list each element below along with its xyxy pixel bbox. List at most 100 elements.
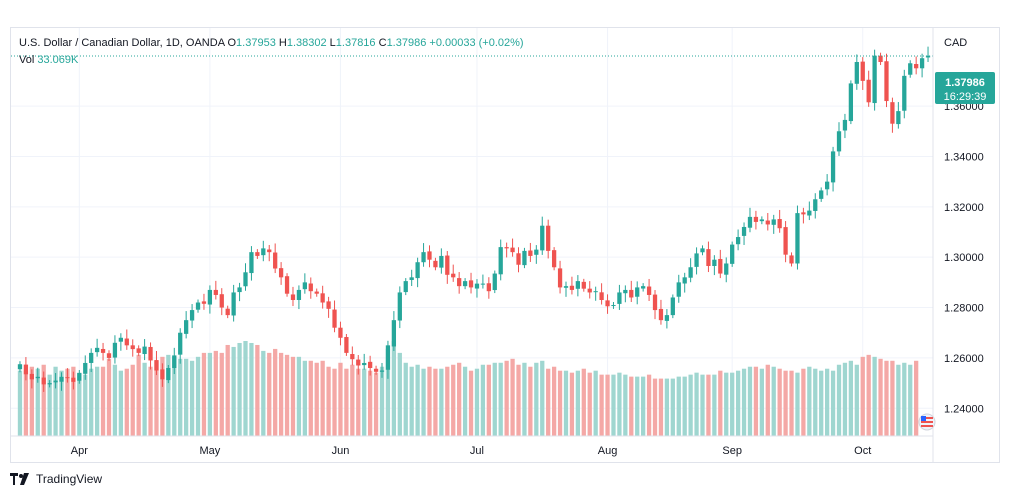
- candle[interactable]: [486, 277, 491, 299]
- candle[interactable]: [919, 53, 925, 78]
- candle[interactable]: [652, 290, 658, 320]
- candle[interactable]: [771, 214, 776, 234]
- candle[interactable]: [94, 338, 100, 357]
- candle[interactable]: [468, 272, 474, 294]
- candle[interactable]: [605, 294, 610, 314]
- candle[interactable]: [670, 294, 675, 319]
- candle[interactable]: [29, 369, 34, 389]
- candle[interactable]: [646, 278, 652, 302]
- candle[interactable]: [581, 278, 586, 292]
- candle[interactable]: [813, 193, 818, 219]
- chart-frame[interactable]: 1.24000 1.26000 1.28000 1.30000 1.32000 1.340…: [10, 27, 1000, 463]
- candle[interactable]: [593, 286, 598, 301]
- candle[interactable]: [338, 321, 343, 346]
- candle[interactable]: [641, 283, 646, 292]
- candle[interactable]: [546, 219, 551, 259]
- candle[interactable]: [872, 49, 877, 111]
- candle[interactable]: [528, 242, 533, 262]
- candle[interactable]: [635, 281, 640, 305]
- candle[interactable]: [747, 207, 753, 233]
- candle[interactable]: [842, 113, 848, 139]
- candle[interactable]: [836, 122, 842, 156]
- candle[interactable]: [332, 300, 337, 333]
- candle[interactable]: [166, 364, 171, 384]
- candle[interactable]: [522, 247, 527, 269]
- price-chart[interactable]: 1.24000 1.26000 1.28000 1.30000 1.32000 1.340…: [11, 28, 999, 462]
- candle[interactable]: [664, 309, 670, 329]
- candle[interactable]: [741, 222, 747, 245]
- candle[interactable]: [504, 242, 509, 258]
- candle[interactable]: [391, 311, 397, 351]
- candle[interactable]: [409, 269, 414, 287]
- candle[interactable]: [379, 362, 385, 378]
- candle[interactable]: [184, 311, 189, 339]
- candle[interactable]: [540, 216, 545, 255]
- candle[interactable]: [219, 288, 224, 316]
- candle[interactable]: [795, 205, 800, 270]
- candle[interactable]: [439, 248, 444, 274]
- candle[interactable]: [878, 52, 883, 66]
- candle[interactable]: [433, 257, 438, 271]
- candle[interactable]: [830, 146, 836, 192]
- candle[interactable]: [77, 370, 82, 384]
- candle[interactable]: [397, 286, 402, 329]
- candle[interactable]: [759, 216, 764, 225]
- candle[interactable]: [326, 296, 331, 318]
- candle[interactable]: [148, 342, 153, 370]
- candle[interactable]: [765, 212, 770, 231]
- candle[interactable]: [160, 363, 165, 387]
- candle[interactable]: [925, 46, 931, 62]
- candle[interactable]: [516, 247, 521, 273]
- candle[interactable]: [130, 339, 135, 357]
- candle[interactable]: [700, 245, 705, 256]
- candle[interactable]: [17, 361, 23, 373]
- candle[interactable]: [623, 285, 628, 303]
- candle[interactable]: [421, 243, 426, 267]
- candle[interactable]: [59, 372, 64, 391]
- candle[interactable]: [124, 329, 129, 350]
- candle[interactable]: [551, 247, 557, 271]
- candle[interactable]: [860, 57, 865, 90]
- candle[interactable]: [367, 355, 373, 376]
- candle[interactable]: [308, 277, 313, 299]
- candle[interactable]: [462, 278, 468, 290]
- candle[interactable]: [575, 275, 581, 297]
- candle[interactable]: [47, 380, 52, 388]
- candle[interactable]: [753, 210, 759, 230]
- candle[interactable]: [902, 69, 907, 119]
- candle[interactable]: [587, 281, 592, 299]
- candle[interactable]: [682, 272, 687, 293]
- candle[interactable]: [783, 221, 788, 263]
- candle[interactable]: [278, 262, 284, 285]
- candle[interactable]: [344, 334, 349, 356]
- candle[interactable]: [178, 328, 183, 364]
- candle[interactable]: [801, 207, 806, 224]
- candle[interactable]: [320, 285, 325, 309]
- candle[interactable]: [284, 273, 290, 297]
- candle[interactable]: [688, 258, 693, 283]
- candle[interactable]: [41, 371, 46, 392]
- candle[interactable]: [100, 342, 106, 361]
- candle[interactable]: [848, 80, 854, 125]
- candle[interactable]: [534, 245, 539, 264]
- candle[interactable]: [373, 365, 379, 375]
- candle[interactable]: [290, 286, 296, 307]
- candle[interactable]: [730, 241, 735, 267]
- candle[interactable]: [706, 241, 711, 273]
- candle[interactable]: [154, 351, 159, 376]
- candle[interactable]: [896, 102, 901, 129]
- candle[interactable]: [142, 339, 147, 361]
- candle[interactable]: [724, 257, 729, 283]
- candle[interactable]: [718, 249, 723, 279]
- candle[interactable]: [611, 302, 616, 309]
- candle[interactable]: [237, 282, 242, 302]
- candle[interactable]: [35, 367, 40, 383]
- candle[interactable]: [777, 209, 782, 233]
- candle[interactable]: [866, 70, 871, 107]
- candle[interactable]: [362, 353, 367, 370]
- candle[interactable]: [427, 245, 432, 268]
- candle[interactable]: [599, 283, 604, 305]
- flag-icon[interactable]: [918, 413, 936, 431]
- candle[interactable]: [385, 340, 391, 379]
- candle[interactable]: [789, 252, 794, 267]
